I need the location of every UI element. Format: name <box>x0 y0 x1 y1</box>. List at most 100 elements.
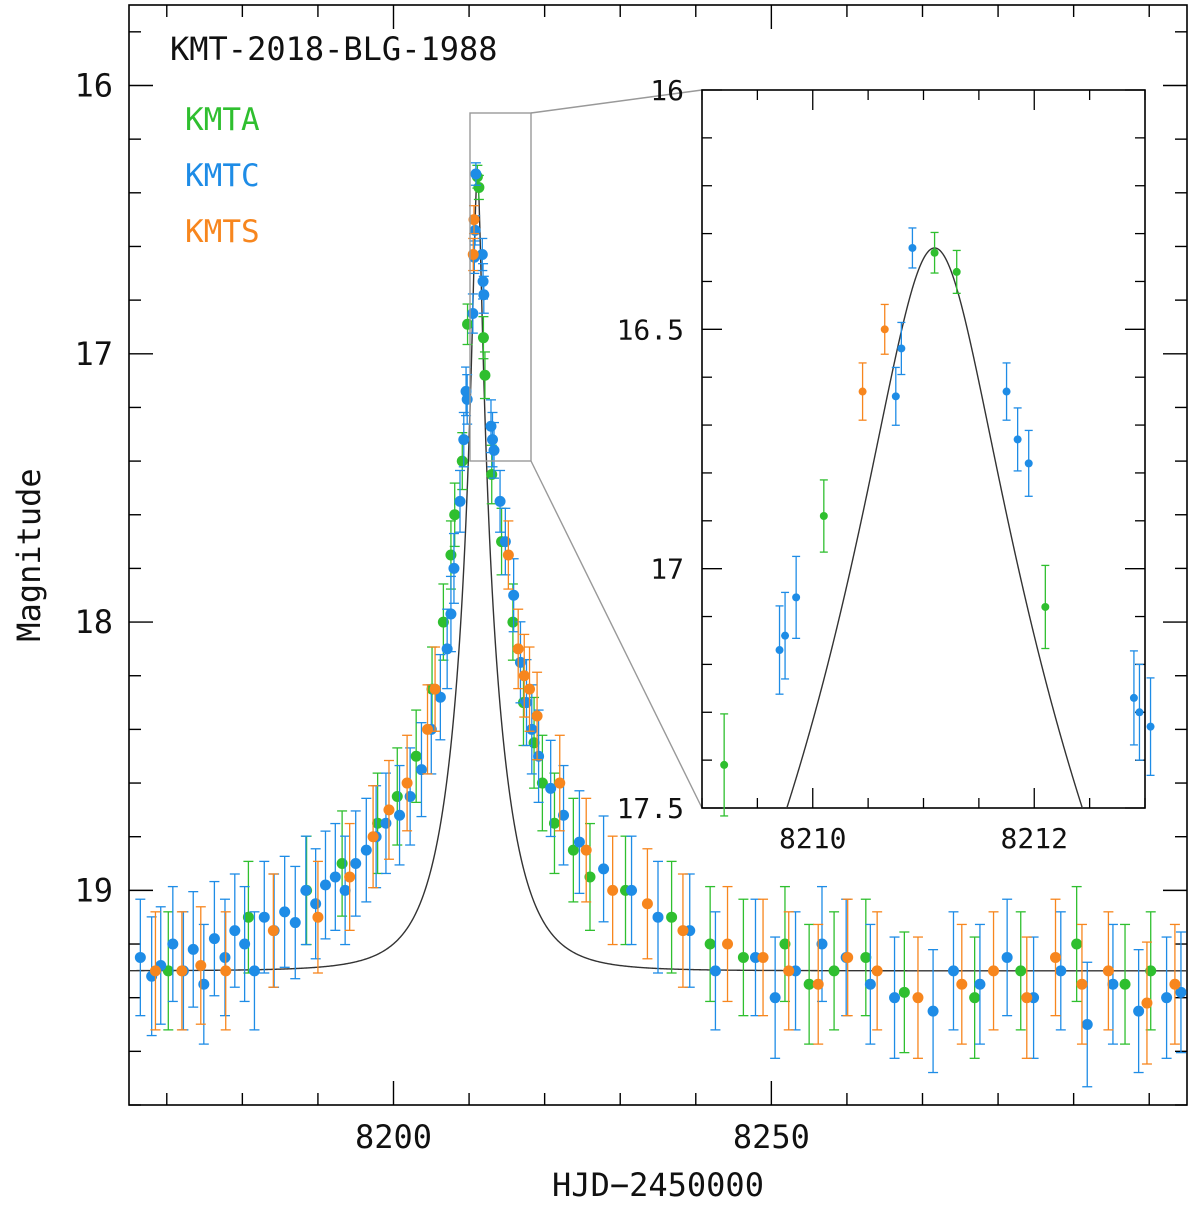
main-data-point <box>1076 978 1088 990</box>
main-data-point <box>757 951 769 963</box>
main-data-point <box>167 938 179 950</box>
main-data-point <box>404 790 416 802</box>
main-plot-frame <box>128 4 1188 1106</box>
inset-model-curve <box>786 247 1084 808</box>
main-data-point <box>476 249 488 261</box>
main-data-point <box>1050 951 1062 963</box>
main-data-point <box>372 817 384 829</box>
main-data-point <box>641 898 653 910</box>
main-data-point <box>1133 1005 1145 1017</box>
main-data-point <box>1081 1019 1093 1031</box>
main-data-point <box>536 777 548 789</box>
zoom-region-box <box>469 112 532 462</box>
main-data-point <box>229 925 241 937</box>
main-data-point <box>422 723 434 735</box>
main-data-point <box>454 495 466 507</box>
main-data-point <box>677 925 689 937</box>
main-series-kmta <box>162 164 1157 1059</box>
inset-plot-frame <box>701 89 1146 809</box>
main-data-point <box>737 951 749 963</box>
main-data-point <box>478 289 490 301</box>
inset-series-kmts <box>858 303 889 421</box>
main-data-point <box>626 884 638 896</box>
main-data-point <box>1107 978 1119 990</box>
inset-data-point <box>930 248 939 257</box>
main-data-point <box>508 589 520 601</box>
inset-x-tick-label: 8210 <box>779 822 846 855</box>
inset-data-point <box>792 593 801 602</box>
main-data-point <box>248 965 260 977</box>
main-data-point <box>545 782 557 794</box>
inset-data-point <box>775 646 784 655</box>
main-data-point <box>219 951 231 963</box>
main-data-point <box>279 906 291 918</box>
main-data-point <box>521 697 533 709</box>
main-data-point <box>470 168 482 180</box>
main-data-point <box>580 844 592 856</box>
main-data-point <box>258 911 270 923</box>
main-data-point <box>187 943 199 955</box>
main-data-point <box>524 683 536 695</box>
main-data-point <box>410 750 422 762</box>
main-data-point <box>449 509 461 521</box>
main-data-point <box>473 181 485 193</box>
main-data-point <box>1015 965 1027 977</box>
main-data-point <box>458 434 470 446</box>
main-data-point <box>502 549 514 561</box>
main-data-point <box>1145 965 1157 977</box>
inset-data-point <box>858 387 867 396</box>
inset-y-tick-label: 16.5 <box>617 313 684 346</box>
legend-item-kmta: KMTA <box>185 102 260 138</box>
main-data-point <box>460 385 472 397</box>
main-axis-ticks: 8200 8250 16 17 18 19 <box>74 5 1187 1156</box>
main-data-point <box>479 369 491 381</box>
main-data-point <box>344 871 356 883</box>
x-tick-label: 8250 <box>733 1118 810 1156</box>
main-data-point <box>336 858 348 870</box>
x-tick-label: 8200 <box>355 1118 432 1156</box>
inset-data-point <box>1135 708 1144 717</box>
main-data-point <box>437 616 449 628</box>
inset-data-point <box>880 325 889 334</box>
main-data-point <box>360 844 372 856</box>
main-data-point <box>860 951 872 963</box>
main-data-point <box>1175 986 1187 998</box>
main-data-point <box>927 1005 939 1017</box>
main-data-point <box>461 393 473 405</box>
main-data-point <box>607 884 619 896</box>
main-data-point <box>477 332 489 344</box>
main-data-point <box>267 925 279 937</box>
main-data-point <box>448 562 460 574</box>
main-data-point <box>803 978 815 990</box>
main-data-point <box>383 804 395 816</box>
main-data-point <box>842 951 854 963</box>
x-axis-label: HJD−2450000 <box>552 1166 764 1204</box>
main-data-point <box>134 951 146 963</box>
main-data-point <box>956 978 968 990</box>
inset-axis-ticks: 8210 8212 16 16.5 17 17.5 <box>617 74 1146 855</box>
inset-data-point <box>908 243 917 252</box>
main-data-point <box>242 911 254 923</box>
main-data-point <box>864 978 876 990</box>
y-tick-label: 19 <box>74 871 113 909</box>
main-data-point <box>548 817 560 829</box>
inset-series-kmtc <box>775 227 1155 777</box>
y-tick-label: 16 <box>74 66 113 104</box>
main-data-point <box>507 616 519 628</box>
main-data-point <box>468 214 480 226</box>
y-tick-label: 17 <box>74 335 113 373</box>
main-data-point <box>300 884 312 896</box>
main-data-point <box>198 978 210 990</box>
main-data-point <box>512 643 524 655</box>
inset-data-point <box>891 392 900 401</box>
inset-data-point <box>720 760 729 769</box>
main-data-point <box>1169 978 1181 990</box>
main-data-point <box>974 978 986 990</box>
main-data-point <box>1102 965 1114 977</box>
inset-x-tick-label: 8212 <box>1001 822 1068 855</box>
main-data-point <box>554 777 566 789</box>
y-tick-label: 18 <box>74 603 113 641</box>
main-data-point <box>1055 965 1067 977</box>
inset-data-point <box>781 631 790 640</box>
